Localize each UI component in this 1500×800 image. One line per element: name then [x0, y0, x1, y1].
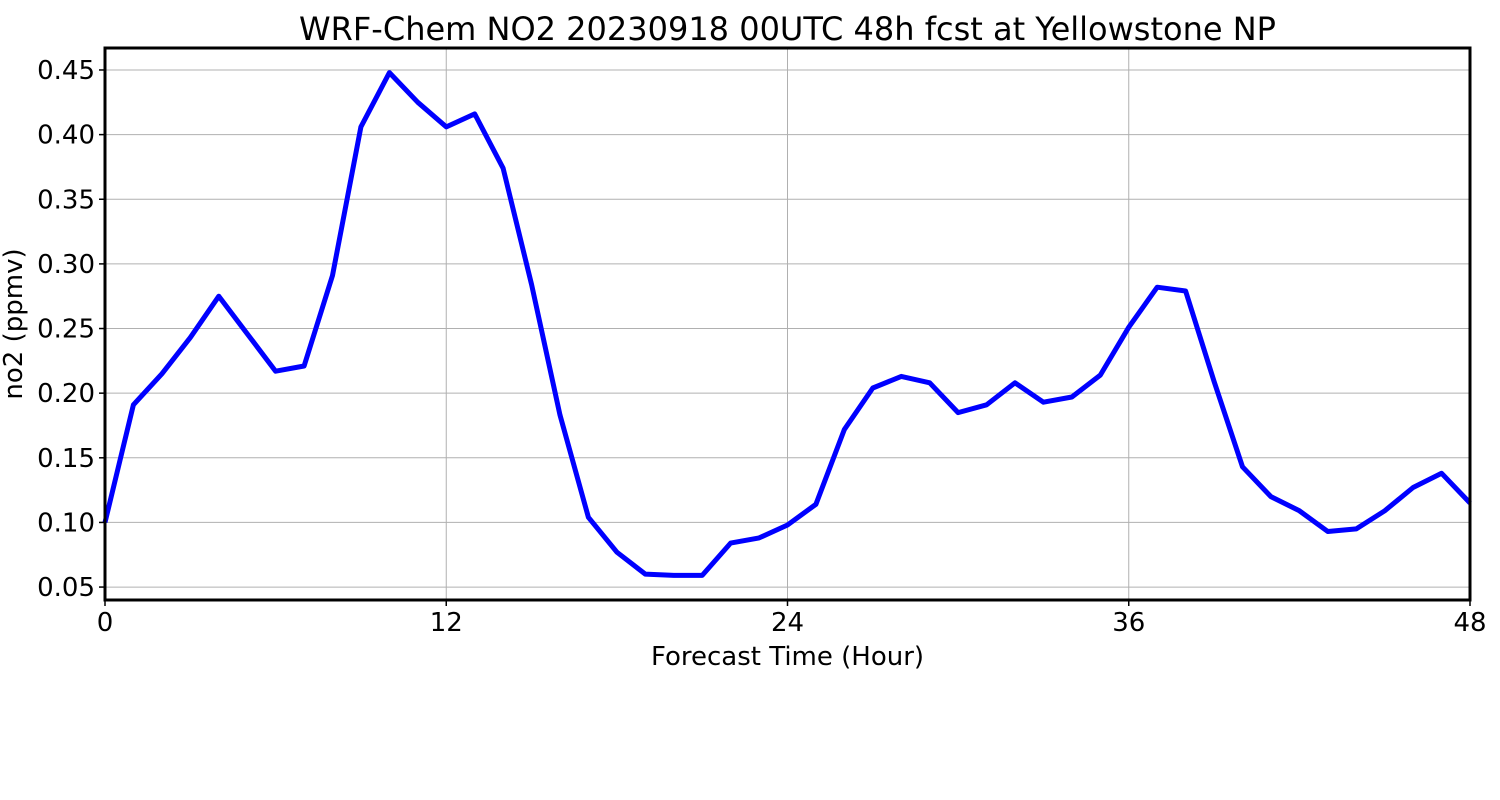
y-tick-label: 0.15 [37, 444, 95, 474]
x-axis-label: Forecast Time (Hour) [651, 642, 924, 672]
y-tick-label: 0.20 [37, 379, 95, 409]
y-tick-label: 0.05 [37, 573, 95, 603]
series-line [102, 70, 1472, 578]
y-tick-label: 0.10 [37, 508, 95, 538]
chart-title: WRF-Chem NO2 20230918 00UTC 48h fcst at … [299, 10, 1276, 48]
x-tick-label: 48 [1453, 608, 1486, 638]
y-tick-label: 0.30 [37, 250, 95, 280]
y-tick-label: 0.40 [37, 121, 95, 151]
x-tick-label: 12 [430, 608, 463, 638]
x-tick-label: 36 [1112, 608, 1145, 638]
line-layer [102, 70, 1472, 578]
x-tick-label: 24 [771, 608, 804, 638]
x-tick-label: 0 [97, 608, 114, 638]
y-axis-label: no2 (ppmv) [0, 248, 29, 399]
y-tick-label: 0.35 [37, 185, 95, 215]
y-tick-label: 0.25 [37, 315, 95, 345]
grid-layer [104, 48, 1471, 600]
y-tick-label: 0.45 [37, 56, 95, 86]
tick-layer: 0 12 24 36 48 0.05 0.10 0.15 0.20 0.25 0.30 0.35 0.4… [37, 56, 1486, 638]
